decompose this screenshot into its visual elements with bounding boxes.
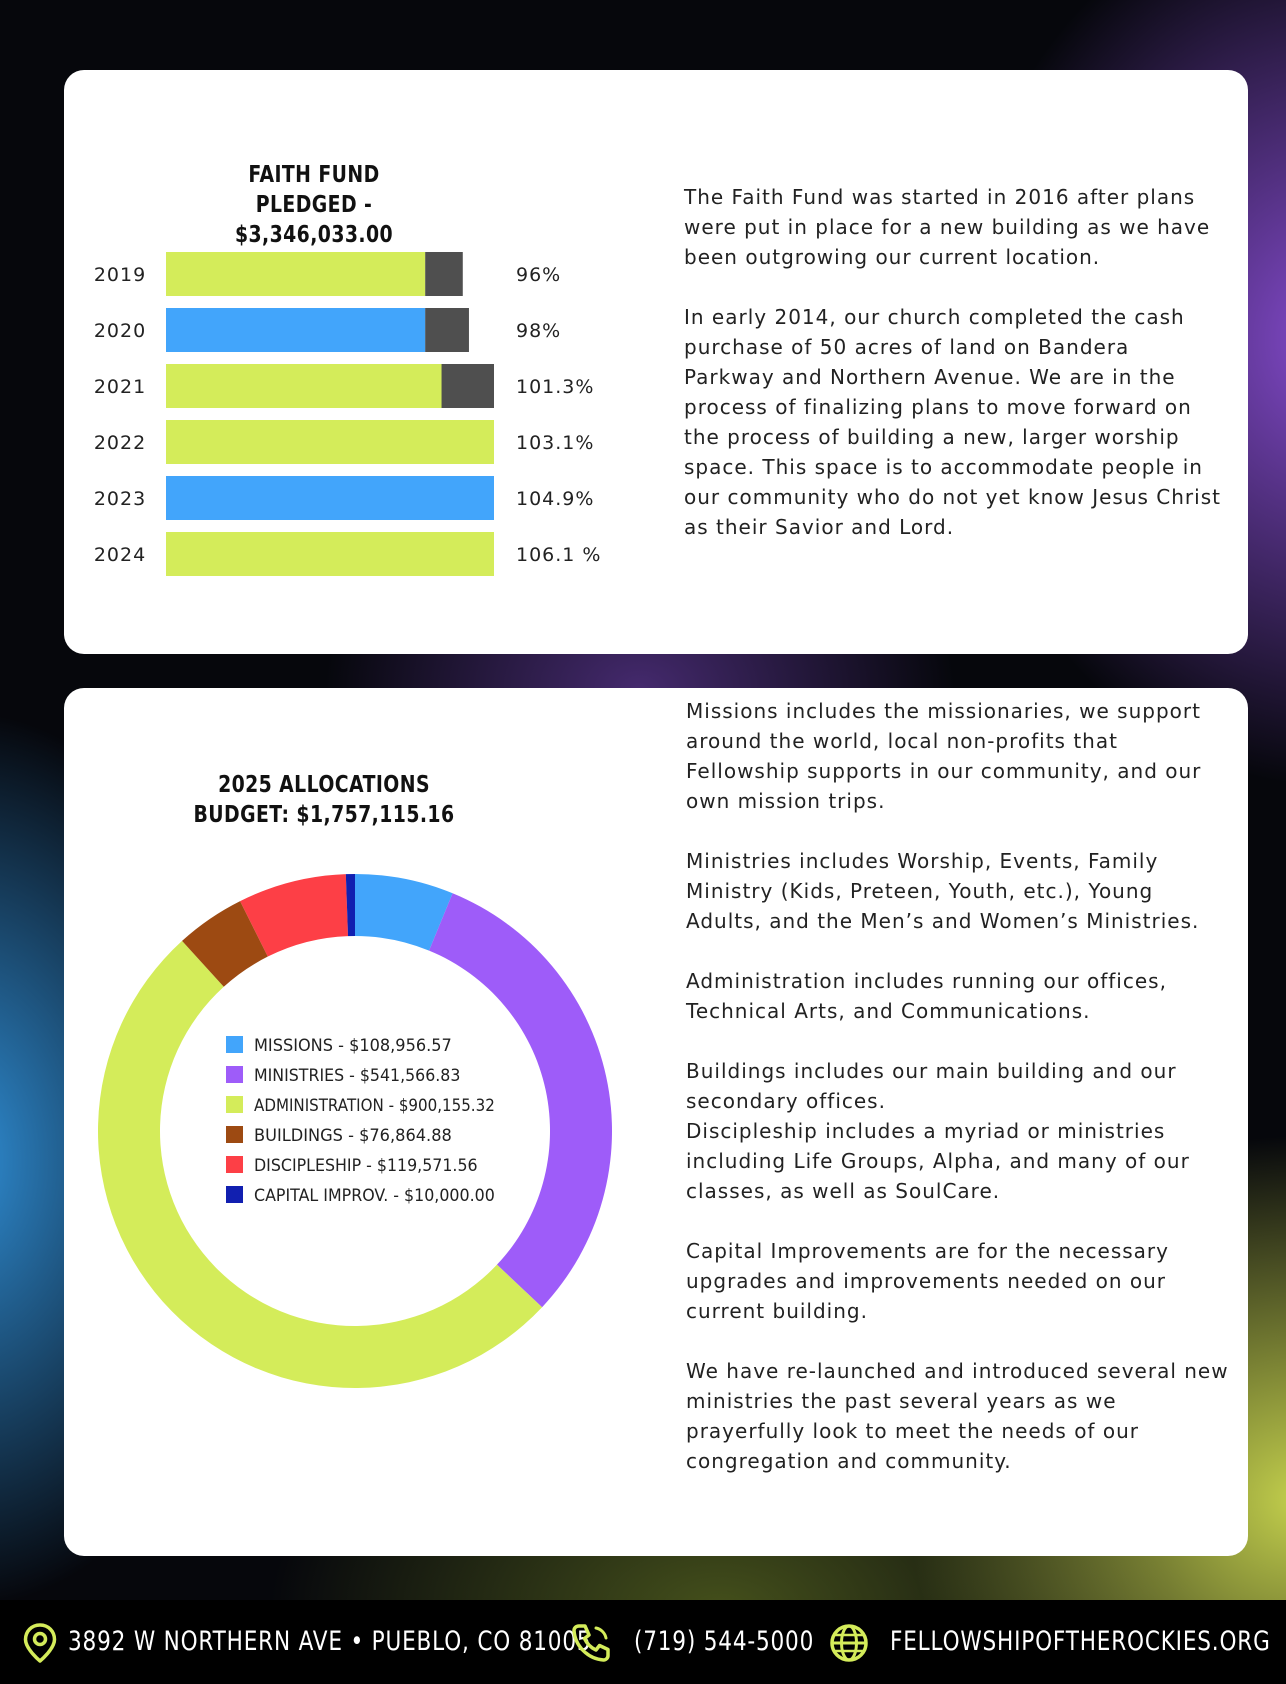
legend-swatch — [226, 1156, 243, 1173]
legend-label: ADMINISTRATION - $900,155.32 — [254, 1096, 495, 1116]
bar-segment-main — [166, 420, 494, 464]
bar-value-label: 96% — [516, 264, 561, 286]
legend-label: MINISTRIES - $541,566.83 — [254, 1066, 460, 1086]
bar-category-label: 2021 — [94, 376, 146, 398]
phone-icon — [572, 1624, 610, 1662]
bar-value-label: 106.1 % — [516, 544, 602, 566]
bar-segment-main — [166, 252, 426, 296]
bar-category-label: 2020 — [94, 320, 146, 342]
donut-slice-missions — [355, 874, 453, 951]
legend-label: DISCIPLESHIP - $119,571.56 — [254, 1156, 478, 1176]
allocations-paragraph-capital: Capital Improvements are for the necessa… — [686, 1239, 1169, 1323]
faith-fund-bar-chart: 2019 96% 2020 98% 2021 101.3% 2022 103.1% 2023 10… — [94, 252, 602, 576]
allocations-description: Missions includes the missionaries, we s… — [686, 696, 1231, 1476]
faith-fund-card: FAITH FUND PLEDGED - $3,346,033.00 2019 9… — [64, 70, 1248, 654]
footer-website[interactable]: FELLOWSHIPOFTHEROCKIES.ORG — [890, 1626, 1271, 1657]
faith-fund-title-line2: PLEDGED - $3,346,033.00 — [234, 192, 394, 248]
allocations-paragraph-buildings: Buildings includes our main building and… — [686, 1059, 1177, 1113]
globe-icon — [830, 1624, 868, 1662]
bar-category-label: 2022 — [94, 432, 146, 454]
location-pin-icon — [23, 1623, 57, 1663]
legend-swatch — [226, 1096, 243, 1113]
donut-slice-administration — [97, 940, 543, 1388]
footer-bar: 3892 W NORTHERN AVE • PUEBLO, CO 81005 (… — [0, 1600, 1286, 1684]
allocations-paragraph-new-ministries: We have re-launched and introduced sever… — [686, 1359, 1229, 1473]
donut-slice-capital-improv — [345, 874, 355, 937]
allocations-title-line2: BUDGET: $1,757,115.16 — [193, 802, 455, 828]
allocations-paragraph-ministries: Ministries includes Worship, Events, Fam… — [686, 849, 1200, 933]
bar-category-label: 2023 — [94, 488, 146, 510]
bar-segment-main — [166, 364, 442, 408]
faith-fund-title: FAITH FUND PLEDGED - $3,346,033.00 — [191, 160, 437, 250]
legend-swatch — [226, 1186, 243, 1203]
allocations-donut-chart: MISSIONS - $108,956.57 MINISTRIES - $541,… — [97, 874, 612, 1388]
bar-value-label: 103.1% — [516, 432, 594, 454]
legend-swatch — [226, 1126, 243, 1143]
footer-address: 3892 W NORTHERN AVE • PUEBLO, CO 81005 — [68, 1626, 592, 1657]
faith-fund-paragraph-1: The Faith Fund was started in 2016 after… — [684, 185, 1211, 269]
legend-label: MISSIONS - $108,956.57 — [254, 1036, 452, 1056]
donut-slice-buildings — [182, 901, 268, 987]
bar-segment-remainder — [425, 252, 463, 296]
bar-value-label: 98% — [516, 320, 561, 342]
bar-segment-main — [166, 532, 494, 576]
bar-value-label: 101.3% — [516, 376, 594, 398]
bar-value-label: 104.9% — [516, 488, 594, 510]
faith-fund-description: The Faith Fund was started in 2016 after… — [684, 182, 1224, 542]
bar-segment-remainder — [425, 308, 469, 352]
donut-slice-discipleship — [240, 874, 349, 957]
bar-segment-main — [166, 476, 494, 520]
bar-segment-remainder — [441, 364, 494, 408]
footer-phone[interactable]: (719) 544-5000 — [634, 1626, 815, 1657]
legend-swatch — [226, 1066, 243, 1083]
bar-category-label: 2024 — [94, 544, 146, 566]
legend-swatch — [226, 1036, 243, 1053]
allocations-paragraph-discipleship: Discipleship includes a myriad or minist… — [686, 1119, 1190, 1203]
allocations-title-line1: 2025 ALLOCATIONS — [218, 772, 430, 798]
donut-slice-ministries — [429, 893, 612, 1308]
faith-fund-paragraph-2: In early 2014, our church completed the … — [684, 305, 1221, 539]
bar-category-label: 2019 — [94, 264, 146, 286]
allocations-card: 2025 ALLOCATIONS BUDGET: $1,757,115.16 M… — [64, 688, 1248, 1556]
faith-fund-title-line1: FAITH FUND — [248, 162, 380, 188]
allocations-paragraph-administration: Administration includes running our offi… — [686, 969, 1167, 1023]
legend-label: CAPITAL IMPROV. - $10,000.00 — [254, 1186, 495, 1206]
allocations-paragraph-missions: Missions includes the missionaries, we s… — [686, 699, 1202, 813]
bar-segment-main — [166, 308, 426, 352]
allocations-title: 2025 ALLOCATIONS BUDGET: $1,757,115.16 — [189, 770, 460, 830]
legend-label: BUILDINGS - $76,864.88 — [254, 1126, 452, 1146]
